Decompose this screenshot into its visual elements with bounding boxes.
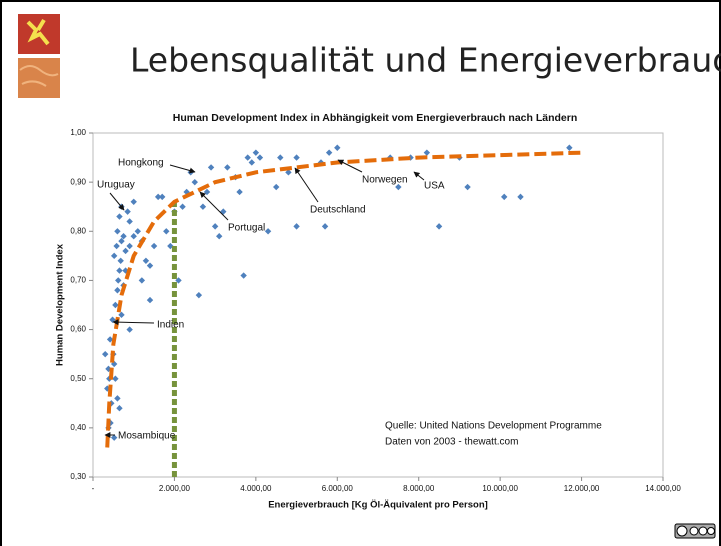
annotation: Mosambique (118, 431, 176, 442)
cc-badge (675, 524, 715, 538)
data-point (464, 184, 470, 190)
annotation: Indien (157, 320, 184, 331)
annotation-arrow (295, 168, 318, 202)
data-point (116, 267, 122, 273)
x-tick-label: 8.000,00 (403, 484, 435, 493)
source-note: Quelle: United Nations Development Progr… (385, 421, 602, 432)
data-point (117, 258, 123, 264)
data-point (116, 405, 122, 411)
x-tick-label: 12.000,00 (564, 484, 600, 493)
annotation-arrow (113, 322, 154, 323)
slide-title: Lebensqualität und Energieverbrauch (130, 41, 721, 80)
data-point (102, 351, 108, 357)
data-point (118, 312, 124, 318)
y-tick-label: 0,60 (70, 325, 86, 334)
data-point (249, 159, 255, 165)
data-point (293, 154, 299, 160)
data-point (147, 297, 153, 303)
data-point (196, 292, 202, 298)
data-point (111, 253, 117, 259)
data-point (147, 262, 153, 268)
logo (18, 14, 60, 98)
annotation: Portugal (228, 223, 265, 234)
data-point (273, 184, 279, 190)
page: {"header": {"title": "Lebensqualität und… (0, 0, 721, 546)
data-point (131, 199, 137, 205)
data-point (116, 213, 122, 219)
data-point (236, 189, 242, 195)
data-point (566, 145, 572, 151)
data-point (192, 179, 198, 185)
annotation: Uruguay (97, 180, 135, 191)
data-point (208, 164, 214, 170)
data-point (179, 204, 185, 210)
y-tick-label: 0,70 (70, 276, 86, 285)
data-point (131, 233, 137, 239)
data-point (114, 287, 120, 293)
trend-line (107, 153, 581, 448)
data-point (257, 154, 263, 160)
data-point (115, 277, 121, 283)
data-point (220, 208, 226, 214)
data-point (151, 243, 157, 249)
data-point (245, 154, 251, 160)
annotation: USA (424, 181, 445, 192)
source-note: Daten von 2003 - thewatt.com (385, 437, 518, 448)
data-point (204, 189, 210, 195)
data-point (253, 149, 259, 155)
data-point (322, 223, 328, 229)
data-point (126, 218, 132, 224)
data-point (143, 258, 149, 264)
x-axis-label: Energieverbrauch [Kg Öl-Äquivalent pro P… (268, 500, 488, 511)
annotation-arrow (170, 165, 195, 172)
data-point (224, 164, 230, 170)
y-tick-label: 0,90 (70, 177, 86, 186)
slide: Lebensqualität und Energieverbrauch Huma… (0, 0, 721, 546)
x-tick-label: 10.000,00 (482, 484, 518, 493)
data-point (114, 228, 120, 234)
y-tick-label: 0,40 (70, 423, 86, 432)
data-point (326, 149, 332, 155)
data-point (212, 223, 218, 229)
annotation-arrow (414, 172, 424, 180)
y-tick-label: 0,50 (70, 374, 86, 383)
data-point (334, 145, 340, 151)
x-tick-label: 6.000,00 (322, 484, 354, 493)
x-tick-label: - (92, 484, 95, 493)
data-point (159, 194, 165, 200)
data-point (277, 154, 283, 160)
y-axis-label: Human Development Index (55, 243, 66, 366)
y-tick-label: 1,00 (70, 128, 86, 137)
data-point (124, 208, 130, 214)
data-point (240, 272, 246, 278)
data-point (126, 326, 132, 332)
y-tick-label: 0,30 (70, 472, 86, 481)
data-point (424, 149, 430, 155)
data-point (501, 194, 507, 200)
x-tick-label: 4.000,00 (240, 484, 272, 493)
data-point (135, 228, 141, 234)
data-point (163, 228, 169, 234)
annotation: Deutschland (310, 205, 366, 216)
data-point (113, 243, 119, 249)
data-point (265, 228, 271, 234)
y-tick-label: 0,80 (70, 226, 86, 235)
annotation-arrow (110, 193, 124, 210)
chart-title: Human Development Index in Abhängigkeit … (173, 112, 578, 124)
data-point (122, 248, 128, 254)
data-point (517, 194, 523, 200)
data-point (200, 204, 206, 210)
data-point (126, 243, 132, 249)
data-point (216, 233, 222, 239)
data-point (293, 223, 299, 229)
data-point (112, 376, 118, 382)
data-point (139, 277, 145, 283)
annotation: Hongkong (118, 158, 164, 169)
annotation: Norwegen (362, 175, 408, 186)
data-point (436, 223, 442, 229)
x-tick-label: 14.000,00 (645, 484, 681, 493)
data-point (114, 395, 120, 401)
x-tick-label: 2.000,00 (159, 484, 191, 493)
